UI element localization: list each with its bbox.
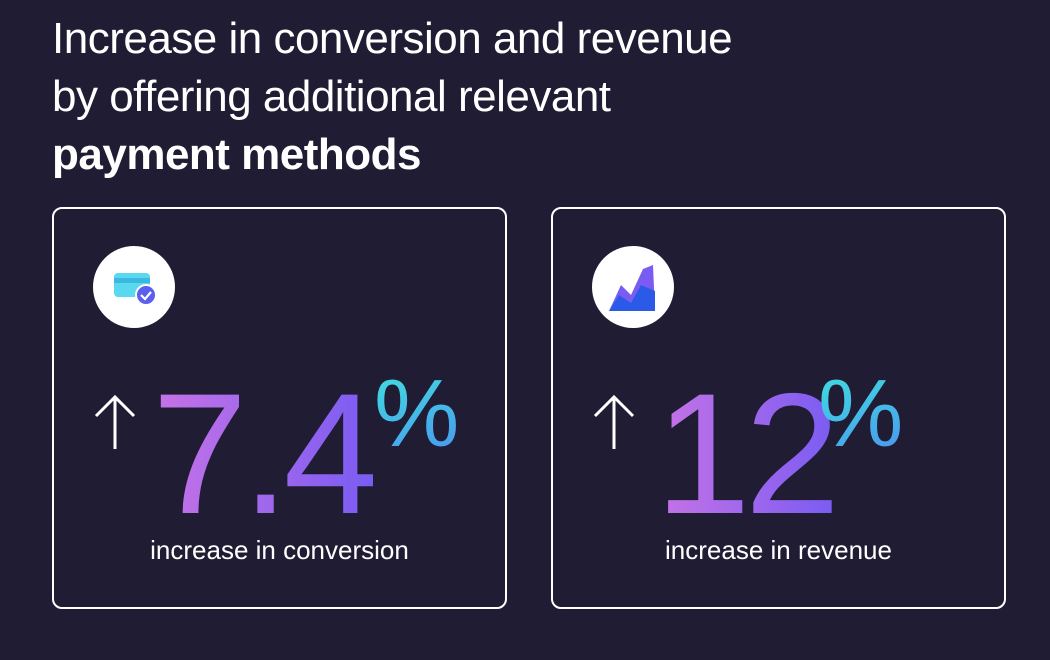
card-icon [592,246,674,328]
card-icon [93,246,175,328]
stat-label: increase in conversion [150,535,409,565]
stat-label: increase in revenue [665,535,892,565]
stat-unit: % [818,360,904,467]
up-arrow [94,394,136,449]
title-line: Increase in conversion and revenue [52,14,733,63]
stat-card: 7.4 % increase in conversion [52,207,507,609]
stat-value: 7.4 [152,354,379,554]
title-emphasis: payment methods [52,130,422,179]
stat-value: 12 [655,354,840,554]
up-arrow [593,394,635,449]
title: Increase in conversion and revenue by of… [52,10,733,184]
stat-card: 12 % increase in revenue [551,207,1006,609]
stat-unit: % [374,360,460,467]
title-line: by offering additional relevant [52,72,611,121]
